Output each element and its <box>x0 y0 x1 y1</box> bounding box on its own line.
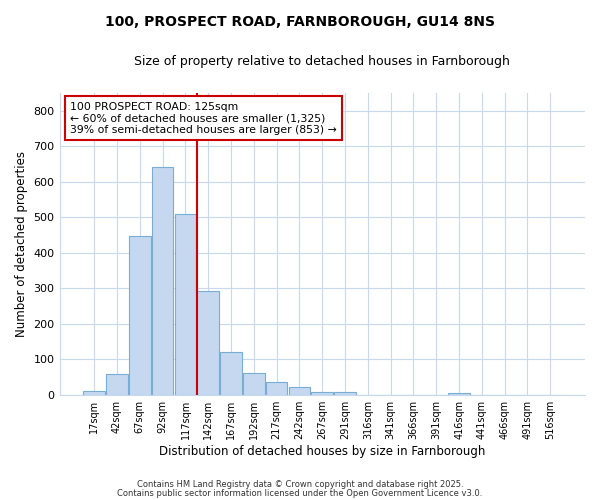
Bar <box>83 391 105 394</box>
Bar <box>197 291 219 395</box>
Y-axis label: Number of detached properties: Number of detached properties <box>15 150 28 336</box>
Bar <box>311 392 333 394</box>
Text: Contains HM Land Registry data © Crown copyright and database right 2025.: Contains HM Land Registry data © Crown c… <box>137 480 463 489</box>
Text: Contains public sector information licensed under the Open Government Licence v3: Contains public sector information licen… <box>118 489 482 498</box>
Bar <box>175 214 196 394</box>
Bar <box>129 236 151 394</box>
Bar <box>152 166 173 394</box>
Bar <box>334 392 356 394</box>
X-axis label: Distribution of detached houses by size in Farnborough: Distribution of detached houses by size … <box>159 444 485 458</box>
Bar <box>289 387 310 394</box>
Text: 100 PROSPECT ROAD: 125sqm
← 60% of detached houses are smaller (1,325)
39% of se: 100 PROSPECT ROAD: 125sqm ← 60% of detac… <box>70 102 337 135</box>
Title: Size of property relative to detached houses in Farnborough: Size of property relative to detached ho… <box>134 55 510 68</box>
Text: 100, PROSPECT ROAD, FARNBOROUGH, GU14 8NS: 100, PROSPECT ROAD, FARNBOROUGH, GU14 8N… <box>105 15 495 29</box>
Bar <box>266 382 287 394</box>
Bar <box>448 393 470 394</box>
Bar <box>106 374 128 394</box>
Bar <box>220 352 242 395</box>
Bar <box>243 372 265 394</box>
